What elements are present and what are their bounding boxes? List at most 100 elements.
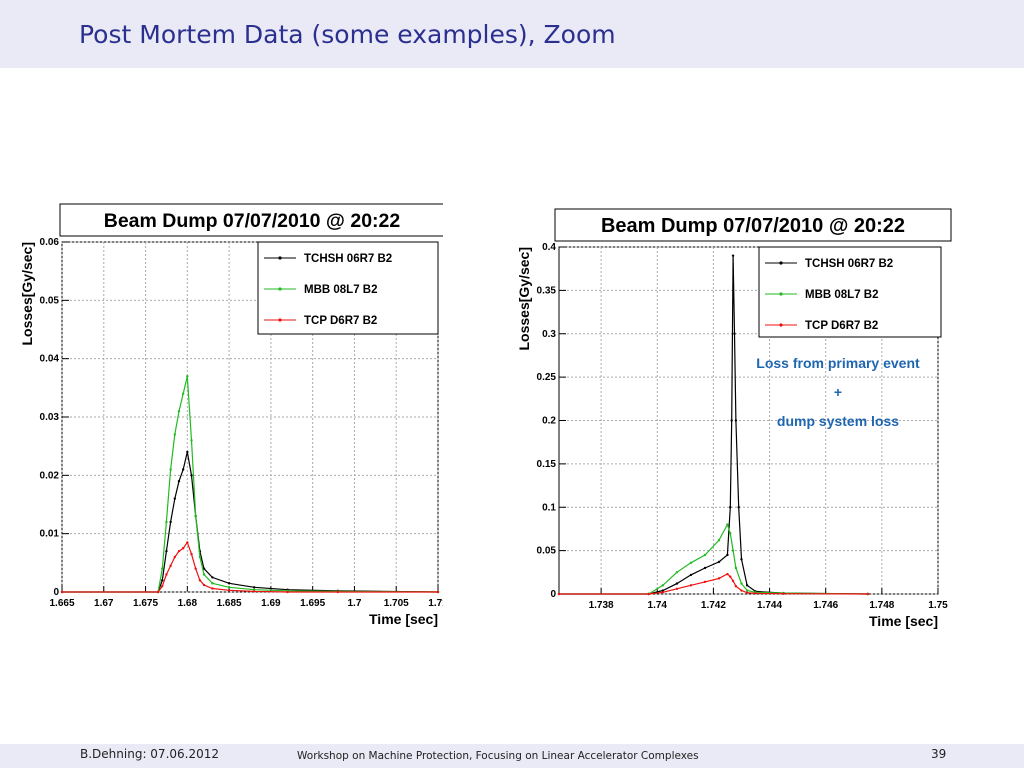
- series-point: [190, 552, 193, 556]
- footer-workshop: Workshop on Machine Protection, Focusing…: [297, 750, 699, 762]
- x-tick-label: 1.75: [928, 600, 948, 611]
- annotation-text: dump system loss: [777, 413, 899, 429]
- series-point: [156, 590, 160, 594]
- series-point: [689, 573, 693, 577]
- y-tick-label: 0.25: [537, 372, 557, 383]
- x-tick-label: 1.68: [178, 598, 198, 609]
- series-point: [726, 523, 729, 526]
- series-point: [740, 558, 743, 561]
- series-point: [165, 549, 168, 553]
- y-tick-label: 0.05: [537, 546, 557, 557]
- x-tick-label: 1.69: [261, 598, 281, 609]
- series-point: [161, 567, 164, 570]
- series-point: [675, 571, 679, 574]
- x-tick-label: 1.71: [428, 598, 443, 609]
- series-point: [729, 575, 732, 578]
- series-point: [726, 572, 729, 576]
- series-point: [689, 584, 693, 587]
- series-point: [675, 587, 679, 590]
- series-point: [252, 586, 256, 589]
- x-tick-label: 1.744: [757, 600, 782, 611]
- series-point: [177, 479, 181, 483]
- series-point: [703, 580, 707, 584]
- series-point: [731, 579, 735, 583]
- x-tick-label: 1.705: [384, 598, 409, 609]
- y-tick-label: 0: [550, 589, 556, 600]
- legend-box: [257, 241, 439, 335]
- series-point: [730, 419, 733, 422]
- series-point: [161, 584, 164, 588]
- series-point: [186, 541, 189, 544]
- series-point: [729, 532, 732, 535]
- series-point: [169, 520, 172, 524]
- series-point: [734, 584, 738, 588]
- series-point: [754, 592, 757, 595]
- y-tick-label: 0.35: [537, 285, 557, 296]
- series-point: [211, 587, 214, 590]
- series-point: [675, 582, 679, 585]
- series-point: [436, 590, 440, 594]
- series-point: [227, 582, 231, 585]
- series-point: [177, 409, 181, 413]
- legend-box: [758, 246, 942, 338]
- chart-svg: 1.665 1.67 1.675 1.68 1.685 1.69 1.695 1.7 1.705…: [19, 203, 448, 627]
- x-tick-label: 1.742: [701, 600, 726, 611]
- series-point: [734, 566, 738, 570]
- series-point: [731, 549, 735, 552]
- series-point: [740, 582, 743, 585]
- series-point: [227, 589, 231, 592]
- title-bar: [0, 0, 1024, 68]
- x-tick-label: 1.7: [347, 598, 361, 609]
- series-point: [745, 591, 749, 594]
- series-point: [745, 589, 749, 592]
- page-number: 39: [931, 747, 947, 761]
- series-point: [181, 547, 185, 550]
- x-tick-label: 1.685: [217, 598, 242, 609]
- series-point: [181, 392, 185, 395]
- x-tick-label: 1.675: [133, 598, 158, 609]
- series-point: [717, 577, 721, 580]
- series-point: [737, 506, 740, 509]
- series-point: [211, 576, 214, 579]
- chart-title-box: [554, 208, 952, 242]
- series-line: [559, 573, 868, 595]
- series-point: [161, 579, 164, 582]
- series-point: [190, 439, 193, 442]
- series-point: [717, 560, 721, 564]
- series-point: [165, 573, 168, 576]
- x-tick-label: 1.665: [49, 598, 74, 609]
- annotation-plus: +: [834, 384, 842, 400]
- series-point: [866, 592, 870, 596]
- legend-marker: [779, 323, 783, 327]
- y-tick-label: 0: [53, 587, 59, 598]
- series-point: [169, 564, 172, 567]
- slide-title: Post Mortem Data (some examples), Zoom: [79, 20, 616, 49]
- series-point: [165, 520, 168, 524]
- x-tick-label: 1.74: [648, 600, 668, 611]
- series-point: [211, 582, 214, 585]
- chart-left: 1.665 1.67 1.675 1.68 1.685 1.69 1.695 1.7 1.705…: [18, 198, 448, 634]
- series-point: [661, 591, 665, 594]
- y-tick-label: 0.03: [40, 412, 60, 423]
- series-point: [181, 468, 185, 471]
- x-tick-label: 1.67: [94, 598, 114, 609]
- series-point: [173, 497, 176, 500]
- legend-marker: [278, 287, 282, 291]
- series-point: [202, 583, 206, 587]
- series-point: [661, 584, 665, 587]
- annotation-text: Loss from primary event: [756, 355, 920, 371]
- series-point: [169, 468, 172, 471]
- series-point: [173, 433, 176, 436]
- series-point: [740, 589, 743, 592]
- series-point: [177, 549, 181, 553]
- series-point: [202, 573, 206, 576]
- series-point: [647, 592, 651, 596]
- series-point: [190, 474, 193, 477]
- y-tick-label: 0.05: [40, 295, 60, 306]
- y-tick-label: 0.02: [40, 470, 60, 481]
- series-point: [227, 586, 231, 589]
- x-tick-label: 1.695: [300, 598, 325, 609]
- footer-author-date: B.Dehning: 07.06.2012: [80, 747, 220, 761]
- series-point: [198, 579, 202, 582]
- chart-right: 1.738 1.74 1.742 1.744 1.746 1.748 1.75 0 0.05 0.…: [515, 205, 955, 641]
